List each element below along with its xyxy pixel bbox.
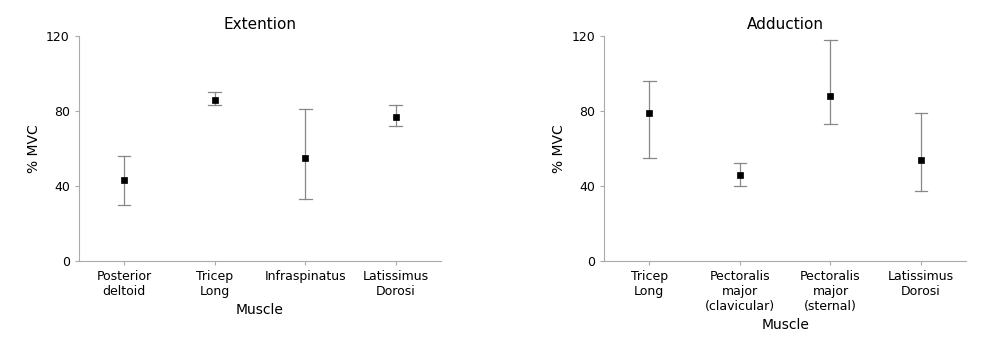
Y-axis label: % MVC: % MVC xyxy=(27,124,40,173)
X-axis label: Muscle: Muscle xyxy=(761,318,810,332)
X-axis label: Muscle: Muscle xyxy=(236,303,284,317)
Title: Adduction: Adduction xyxy=(746,17,823,32)
Title: Extention: Extention xyxy=(224,17,297,32)
Y-axis label: % MVC: % MVC xyxy=(552,124,566,173)
